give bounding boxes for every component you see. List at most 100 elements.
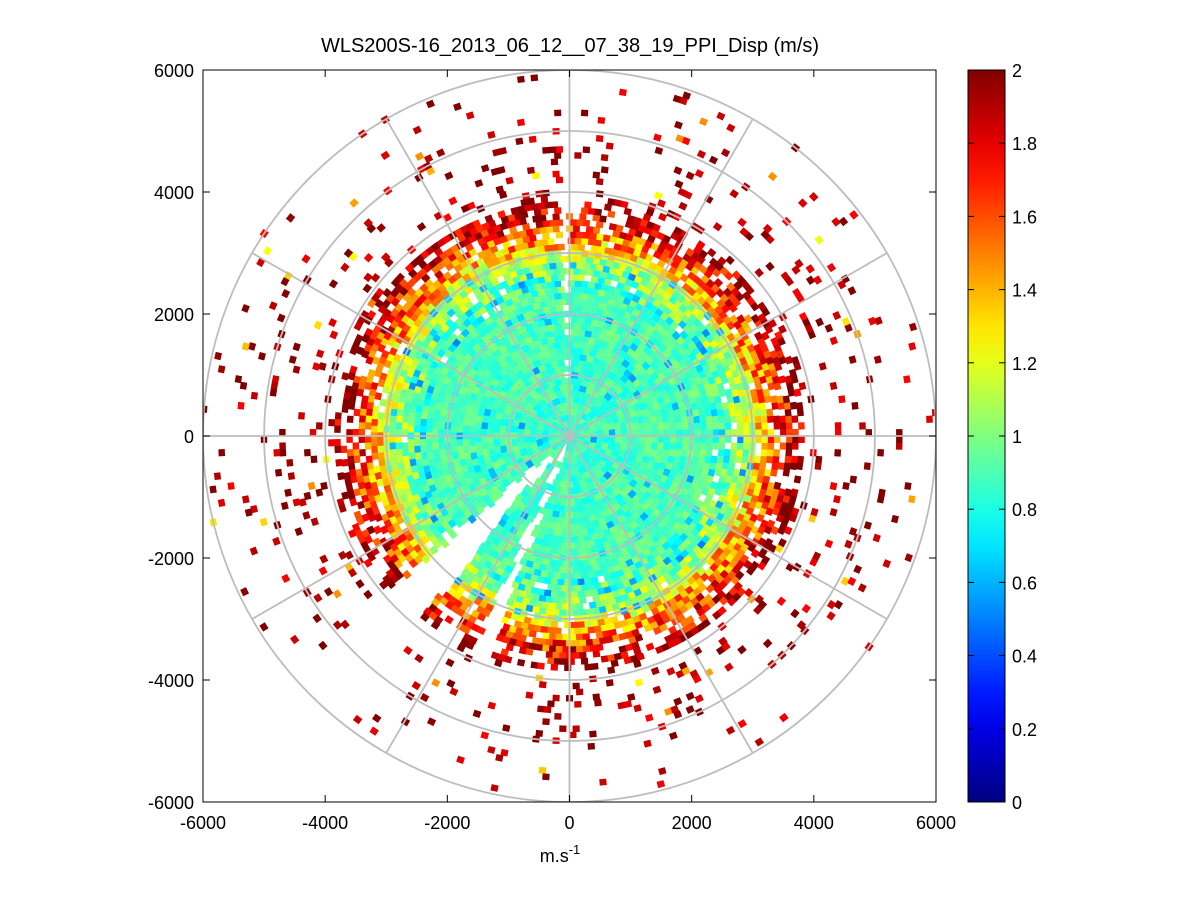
data-cell-1671 bbox=[718, 428, 726, 437]
data-cell-1934 bbox=[722, 455, 731, 464]
data-cell-2151 bbox=[396, 408, 404, 417]
data-cell-3675 bbox=[777, 324, 787, 334]
data-cell-1879 bbox=[415, 484, 424, 493]
data-cell-905 bbox=[527, 328, 537, 338]
data-cell-823 bbox=[466, 398, 476, 408]
data-cell-2040 bbox=[559, 597, 567, 604]
colorbar-tick-label-3: 0.6 bbox=[1012, 573, 1037, 593]
data-cell-360 bbox=[509, 393, 519, 403]
data-cell-3737 bbox=[466, 201, 476, 211]
data-cell-4111 bbox=[214, 351, 223, 361]
data-cell-3667 bbox=[790, 488, 799, 497]
data-cell-529 bbox=[641, 454, 650, 464]
data-cell-3646 bbox=[667, 639, 677, 649]
data-cell-3897 bbox=[582, 146, 591, 154]
data-cell-3852 bbox=[537, 705, 545, 713]
data-cell-3314 bbox=[726, 281, 736, 292]
data-cell-3111 bbox=[498, 628, 508, 637]
data-cell-3993 bbox=[826, 262, 837, 273]
data-cell-608 bbox=[650, 442, 658, 450]
data-cell-992 bbox=[609, 324, 618, 334]
data-cell-855 bbox=[602, 528, 612, 537]
data-cell-2663 bbox=[623, 612, 632, 621]
data-cell-854 bbox=[596, 530, 606, 539]
data-cell-966 bbox=[669, 467, 678, 477]
data-cell-1938 bbox=[730, 415, 738, 424]
data-cell-3166 bbox=[777, 401, 785, 410]
data-cell-1382 bbox=[519, 557, 528, 567]
data-cell-965 bbox=[666, 473, 676, 483]
data-cell-127 bbox=[572, 396, 581, 404]
data-cell-3041 bbox=[618, 231, 627, 240]
data-cell-3491 bbox=[349, 365, 358, 375]
data-cell-552 bbox=[569, 347, 577, 355]
data-cell-248 bbox=[546, 379, 556, 389]
data-cell-3304 bbox=[782, 395, 791, 404]
data-cell-1538 bbox=[694, 487, 703, 497]
data-cell-2823 bbox=[650, 606, 660, 616]
data-cell-712 bbox=[587, 336, 596, 345]
data-cell-188 bbox=[607, 441, 616, 451]
data-cell-2334 bbox=[518, 602, 528, 611]
data-cell-2892 bbox=[589, 232, 597, 240]
data-cell-3494 bbox=[343, 391, 351, 400]
data-cell-1516 bbox=[580, 571, 589, 580]
data-cell-463 bbox=[643, 415, 651, 424]
data-cell-3756 bbox=[653, 191, 663, 200]
data-cell-713 bbox=[580, 335, 589, 344]
data-cell-672 bbox=[572, 523, 580, 531]
data-cell-3092 bbox=[362, 475, 371, 484]
data-cell-2862 bbox=[756, 368, 766, 378]
data-cell-591 bbox=[575, 517, 584, 525]
data-cell-3294 bbox=[769, 494, 778, 504]
data-cell-66 bbox=[579, 443, 589, 452]
data-cell-1733 bbox=[418, 392, 427, 401]
data-cell-2776 bbox=[371, 418, 378, 427]
data-cell-427 bbox=[493, 418, 502, 427]
data-cell-3680 bbox=[613, 199, 622, 207]
data-cell-2179 bbox=[509, 593, 518, 602]
data-cell-3588 bbox=[465, 221, 475, 231]
data-cell-2160 bbox=[398, 468, 407, 477]
data-cell-2268 bbox=[552, 256, 560, 264]
data-cell-107 bbox=[535, 438, 544, 447]
data-cell-2850 bbox=[757, 468, 766, 477]
data-cell-1511 bbox=[547, 571, 555, 579]
data-cell-2311 bbox=[390, 455, 398, 464]
data-cell-1702 bbox=[587, 281, 596, 289]
data-cell-2126 bbox=[502, 272, 512, 282]
data-cell-280 bbox=[619, 442, 628, 451]
data-cell-3833 bbox=[627, 693, 636, 702]
data-cell-2351 bbox=[630, 596, 640, 605]
data-cell-3199 bbox=[555, 219, 564, 227]
data-cell-3365 bbox=[363, 343, 373, 353]
data-cell-2627 bbox=[380, 471, 389, 481]
data-cell-2743 bbox=[513, 243, 523, 252]
data-cell-717 bbox=[553, 335, 562, 343]
data-cell-3397 bbox=[545, 651, 554, 659]
data-cell-974 bbox=[680, 415, 689, 424]
data-cell-3036 bbox=[649, 242, 659, 252]
data-cell-3495 bbox=[342, 398, 350, 407]
data-cell-2740 bbox=[533, 239, 542, 248]
data-cell-2898 bbox=[528, 234, 537, 242]
data-cell-3227 bbox=[359, 375, 368, 384]
data-cell-3037 bbox=[643, 239, 653, 249]
data-cell-1304 bbox=[696, 401, 705, 411]
data-cell-1232 bbox=[459, 358, 469, 369]
data-cell-2332 bbox=[505, 598, 515, 607]
data-cell-3576 bbox=[603, 203, 612, 212]
data-cell-607 bbox=[649, 448, 658, 457]
data-cell-3471 bbox=[506, 213, 516, 222]
data-cell-3073 bbox=[389, 319, 399, 330]
data-cell-96 bbox=[581, 406, 592, 416]
grid-spoke-10 bbox=[568, 435, 754, 754]
data-cell-1977 bbox=[538, 269, 547, 278]
data-cell-3272 bbox=[634, 633, 644, 643]
data-cell-628 bbox=[585, 342, 594, 351]
data-cell-3837 bbox=[829, 482, 838, 491]
data-cell-1264 bbox=[528, 554, 538, 563]
data-cell-2855 bbox=[761, 435, 769, 443]
data-cell-4019 bbox=[301, 254, 311, 264]
data-cell-2878 bbox=[686, 271, 697, 281]
